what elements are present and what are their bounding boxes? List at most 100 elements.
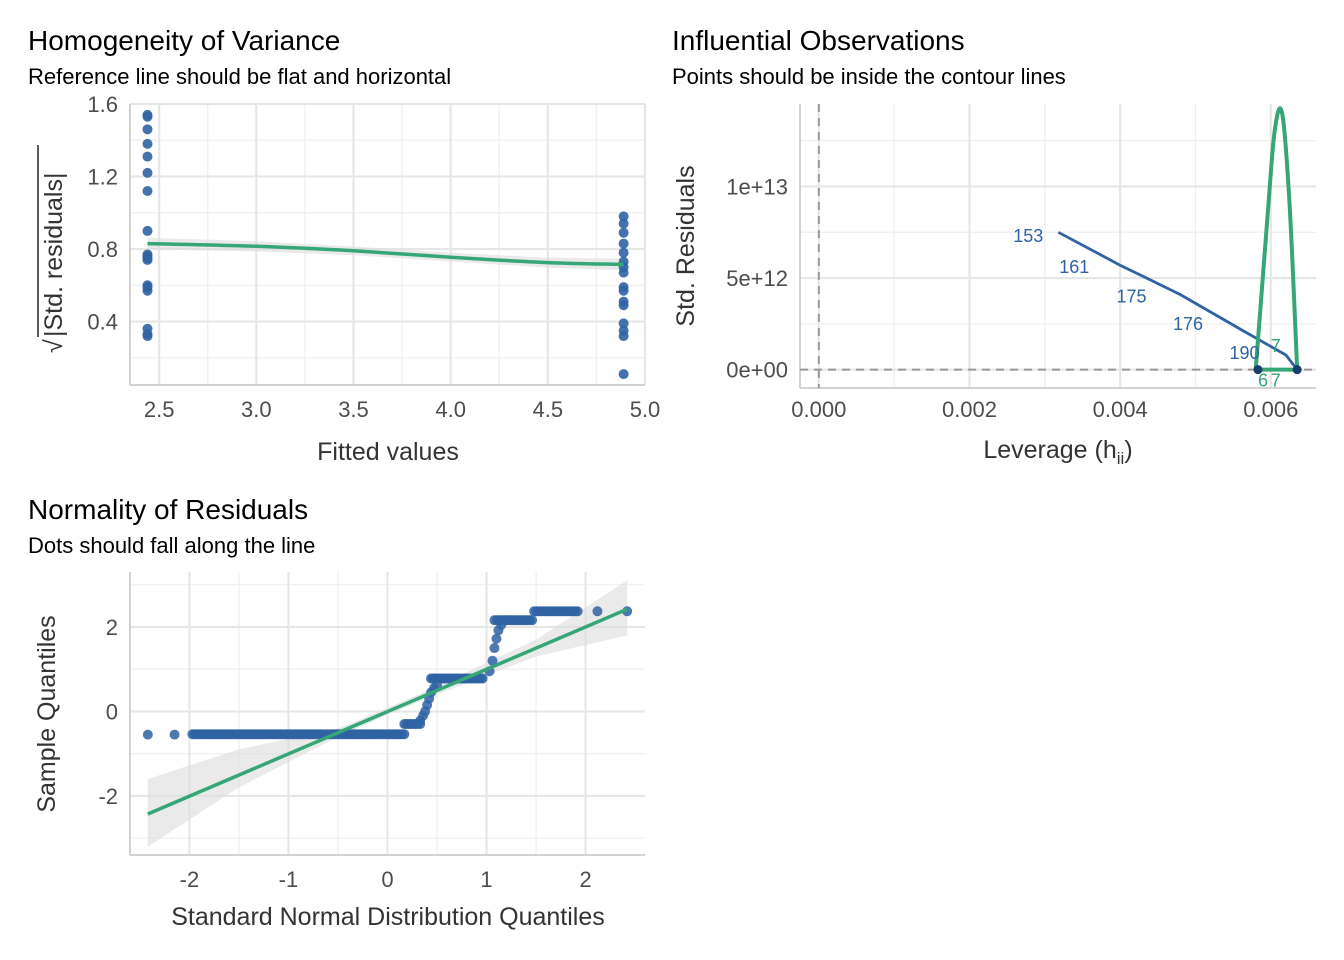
- x-tick-label: 3.0: [241, 397, 272, 422]
- observation-label: 190: [1229, 343, 1259, 363]
- x-axis-label: Standard Normal Distribution Quantiles: [171, 903, 605, 931]
- x-tick-label: 2.5: [144, 397, 175, 422]
- y-tick-labels: 0.4 0.8 1.2 1.6: [87, 92, 118, 335]
- observation-label: 175: [1116, 286, 1146, 306]
- x-tick-label: 3.5: [338, 397, 369, 422]
- x-tick-label: 1: [480, 867, 492, 892]
- observation-label: 6: [1258, 371, 1268, 391]
- data-point: [489, 643, 500, 654]
- data-point: [1253, 365, 1263, 375]
- x-tick-label: -1: [279, 867, 299, 892]
- x-axis-label: Fitted values: [317, 438, 459, 466]
- data-point: [618, 325, 629, 336]
- x-tick-label: 0.006: [1243, 397, 1298, 422]
- y-tick-label: 0.4: [87, 310, 118, 335]
- fit-line: [1057, 231, 1299, 371]
- data-point: [496, 619, 507, 630]
- x-tick-label: 0.004: [1093, 397, 1148, 422]
- y-tick-labels: 0e+00 5e+12 1e+13: [726, 174, 788, 382]
- data-point: [399, 729, 410, 740]
- points: [142, 109, 629, 380]
- observation-label: 176: [1173, 314, 1203, 334]
- chart-title: Influential Observations: [672, 25, 965, 56]
- data-point: [618, 318, 629, 329]
- x-tick-labels: 2.5 3.0 3.5 4.0 4.5 5.0: [144, 397, 660, 422]
- data-point: [618, 238, 629, 249]
- x-tick-label: 2: [579, 867, 591, 892]
- y-tick-label: -2: [98, 784, 118, 809]
- y-axis-label: Sample Quantiles: [33, 615, 61, 812]
- data-point: [477, 673, 488, 684]
- y-axis-label-group: √ |Std. residuals|: [37, 145, 68, 353]
- observation-label: 7: [1271, 371, 1281, 391]
- observation-label: 7: [1271, 336, 1281, 356]
- x-tick-label: 0.002: [942, 397, 997, 422]
- y-tick-label: 1.2: [87, 165, 118, 190]
- fit-line: [147, 607, 628, 816]
- x-tick-labels: 0.000 0.002 0.004 0.006: [791, 397, 1298, 422]
- x-tick-label: 5.0: [630, 397, 661, 422]
- data-point: [618, 369, 629, 380]
- data-point: [142, 167, 153, 178]
- x-tick-label: 0.000: [791, 397, 846, 422]
- observation-label: 161: [1059, 257, 1089, 277]
- data-point: [618, 282, 629, 293]
- observation-labels: 153 161 175 176 190 76 7: [1013, 226, 1281, 391]
- data-point: [572, 606, 583, 617]
- panel-normality: Normality of Residuals Dots should fall …: [28, 494, 645, 931]
- y-tick-label: 5e+12: [726, 266, 788, 291]
- chart-title: Homogeneity of Variance: [28, 25, 340, 56]
- chart-subtitle: Dots should fall along the line: [28, 533, 315, 558]
- x-axis-label: Leverage (h: [983, 436, 1116, 464]
- data-point: [142, 249, 153, 260]
- data-point: [618, 211, 629, 222]
- chart-title: Normality of Residuals: [28, 494, 308, 525]
- data-point: [618, 247, 629, 258]
- data-point: [491, 633, 502, 644]
- points: [1253, 365, 1302, 375]
- data-point: [592, 606, 603, 617]
- observation-label: 153: [1013, 226, 1043, 246]
- x-tick-label: -2: [180, 867, 200, 892]
- data-point: [142, 280, 153, 291]
- x-axis-label-suffix: ): [1124, 436, 1132, 464]
- x-tick-label: 0: [381, 867, 393, 892]
- cooks-distance-contour: [1253, 106, 1300, 372]
- data-point: [618, 296, 629, 307]
- y-axis-label: Std. Residuals: [672, 165, 700, 326]
- x-axis-label-group: Leverage (hii): [983, 436, 1132, 468]
- points: [142, 606, 633, 740]
- y-tick-label: 0e+00: [726, 358, 788, 383]
- y-axis-label-prefix: √: [40, 339, 68, 353]
- data-point: [142, 323, 153, 334]
- y-tick-label: 1.6: [87, 92, 118, 117]
- data-point: [1292, 365, 1302, 375]
- panel-influential: Influential Observations Points should b…: [672, 25, 1316, 468]
- chart-subtitle: Reference line should be flat and horizo…: [28, 64, 451, 89]
- data-point: [142, 729, 153, 740]
- data-point: [169, 729, 180, 740]
- data-point: [618, 227, 629, 238]
- data-point: [142, 225, 153, 236]
- data-point: [527, 615, 538, 626]
- data-point: [142, 151, 153, 162]
- data-point: [142, 138, 153, 149]
- data-point: [142, 186, 153, 197]
- y-axis-label: |Std. residuals|: [40, 173, 68, 337]
- y-tick-label: 0: [106, 699, 118, 724]
- data-point: [618, 218, 629, 229]
- x-tick-labels: -2 -1 0 1 2: [180, 867, 592, 892]
- chart-subtitle: Points should be inside the contour line…: [672, 64, 1066, 89]
- x-tick-label: 4.5: [533, 397, 564, 422]
- y-tick-label: 2: [106, 615, 118, 640]
- x-tick-label: 4.0: [435, 397, 466, 422]
- y-tick-label: 1e+13: [726, 174, 788, 199]
- panel-homogeneity: Homogeneity of Variance Reference line s…: [28, 25, 660, 466]
- y-tick-labels: -2 0 2: [98, 615, 118, 809]
- x-axis-label-subscript: ii: [1117, 449, 1125, 468]
- fit-line: [147, 241, 624, 267]
- y-tick-label: 0.8: [87, 237, 118, 262]
- data-point: [142, 124, 153, 135]
- data-point: [142, 109, 153, 120]
